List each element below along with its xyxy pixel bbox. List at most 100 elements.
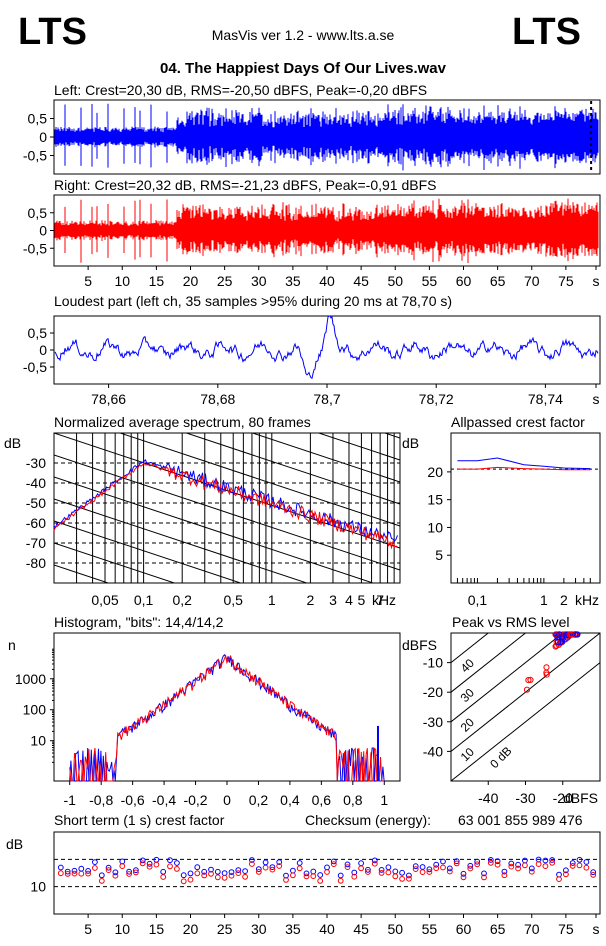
- shortcrest-ytick-label: 10: [30, 879, 46, 895]
- shortcrest-point-right: [412, 866, 419, 872]
- shortcrest-point-right: [71, 870, 78, 877]
- shortcrest-xtick-label: 70: [524, 921, 540, 937]
- spectrum-diagonal: [54, 454, 400, 571]
- right-xtick-label: 30: [251, 273, 267, 289]
- shortcrest-point-right: [501, 872, 508, 879]
- crest-xtick-label: kHz: [575, 592, 599, 608]
- histogram-xtick-label: 0,4: [280, 792, 300, 808]
- shortcrest-xtick-label: 35: [285, 921, 301, 937]
- right-xtick-label: 70: [524, 273, 540, 289]
- histogram-xtick-label: 0,6: [312, 792, 332, 808]
- right-xtick-label: 60: [456, 273, 472, 289]
- peakrms-xtick-label: -20: [553, 790, 573, 806]
- shortcrest-point-left: [71, 867, 78, 874]
- shortcrest-point-left: [269, 864, 276, 870]
- shortcrest-point-left: [160, 868, 167, 875]
- spectrum-ytick-label: -60: [26, 515, 46, 531]
- crest-ytick-label: 5: [435, 547, 443, 563]
- shortcrest-point-left: [528, 865, 535, 872]
- shortcrest-point-left: [508, 860, 515, 867]
- shortcrest-point-right: [290, 872, 296, 879]
- crest-series-0: [457, 457, 591, 470]
- peakrms-xlabel: dBFS: [563, 790, 598, 806]
- shortcrest-point-right: [365, 869, 371, 875]
- shortcrest-point-left: [330, 858, 337, 865]
- left-waveform-trace: [54, 103, 599, 171]
- histogram-right-trace: [69, 654, 385, 782]
- spectrum-ylabel: dB: [4, 435, 21, 451]
- shortcrest-point-left: [419, 864, 426, 870]
- shortcrest-point-right: [221, 874, 228, 881]
- peakrms-ytick-label: -20: [423, 684, 443, 700]
- shortcrest-point-right: [269, 866, 276, 873]
- peakrms-ytick-label: -30: [423, 714, 443, 730]
- shortcrest-point-right: [201, 872, 208, 879]
- shortcrest-point-left: [180, 872, 187, 879]
- peakrms-point: [543, 671, 550, 678]
- right-xtick-label: 75: [558, 273, 574, 289]
- shortcrest-point-right: [330, 861, 337, 867]
- loudest-ytick-label: 0,5: [28, 325, 48, 341]
- shortcrest-point-right: [214, 874, 221, 881]
- shortcrest-point-right: [522, 862, 528, 869]
- shortcrest-point-right: [569, 863, 576, 869]
- spectrum-ytick-label: -30: [26, 455, 46, 471]
- shortcrest-point-right: [126, 871, 133, 877]
- peakrms-point: [555, 639, 562, 646]
- shortcrest-xtick-label: 55: [422, 921, 438, 937]
- spectrum-xtick-label: 4: [345, 592, 353, 608]
- shortcrest-point-left: [249, 857, 255, 863]
- shortcrest-point-right: [590, 872, 597, 878]
- shortcrest-point-left: [255, 866, 262, 872]
- histogram-xtick-label: 0,2: [249, 792, 269, 808]
- shortcrest-point-left: [576, 856, 583, 863]
- histogram-ylabel: n: [8, 637, 16, 653]
- shortcrest-point-left: [139, 857, 146, 864]
- shortcrest-point-right: [255, 869, 262, 875]
- shortcrest-point-right: [57, 870, 64, 877]
- right-xtick-label: 25: [217, 273, 233, 289]
- shortcrest-point-right: [180, 878, 187, 885]
- peakrms-point: [543, 664, 550, 671]
- peakrms-point: [556, 631, 563, 638]
- shortcrest-point-left: [337, 872, 344, 879]
- loudest-xtick-label: 78,7: [313, 391, 340, 407]
- shortcrest-point-left: [262, 859, 269, 866]
- shortcrest-point-left: [515, 861, 521, 868]
- shortcrest-point-right: [433, 865, 440, 872]
- shortcrest-xtick-label: 50: [387, 921, 403, 937]
- right-xtick-label: 50: [387, 273, 403, 289]
- checksum-label: Checksum (energy):: [305, 812, 431, 828]
- shortcrest-xtick-label: 20: [183, 921, 199, 937]
- spectrum-diagonal: [54, 631, 400, 746]
- shortcrest-point-left: [208, 866, 214, 873]
- shortcrest-point-left: [433, 861, 440, 868]
- peakrms-xtick-label: -40: [478, 790, 498, 806]
- spectrum-xtick-label: 1: [268, 592, 276, 608]
- spectrum-ytick-label: -40: [26, 475, 46, 491]
- right-xtick-label: 65: [490, 273, 506, 289]
- spectrum-diagonal: [317, 433, 400, 461]
- spectrum-xtick-label: 3: [329, 592, 337, 608]
- shortcrest-point-left: [583, 859, 590, 865]
- spectrum-diagonal: [54, 433, 400, 549]
- shortcrest-point-right: [487, 859, 494, 866]
- crest-series-1: [457, 466, 591, 471]
- shortcrest-point-right: [194, 870, 201, 877]
- shortcrest-point-right: [139, 860, 146, 867]
- shortcrest-point-left: [276, 859, 283, 865]
- crest-xtick-label: 2: [560, 592, 568, 608]
- shortcrest-point-left: [522, 857, 528, 864]
- spectrum-ytick-label: -70: [26, 535, 46, 551]
- shortcrest-point-left: [221, 870, 228, 876]
- shortcrest-point-right: [324, 869, 330, 875]
- histogram-ytick-label: 10: [30, 733, 46, 749]
- shortcrest-point-right: [440, 864, 446, 871]
- peakrms-point: [552, 631, 559, 638]
- shortcrest-point-left: [119, 858, 126, 865]
- left-title: Left: Crest=20,30 dB, RMS=-20,50 dBFS, P…: [54, 82, 427, 98]
- shortcrest-xtick-label: 65: [490, 921, 506, 937]
- spectrum-diagonal: [54, 542, 176, 583]
- shortcrest-point-right: [576, 862, 583, 869]
- crest-title: Allpassed crest factor: [451, 414, 585, 430]
